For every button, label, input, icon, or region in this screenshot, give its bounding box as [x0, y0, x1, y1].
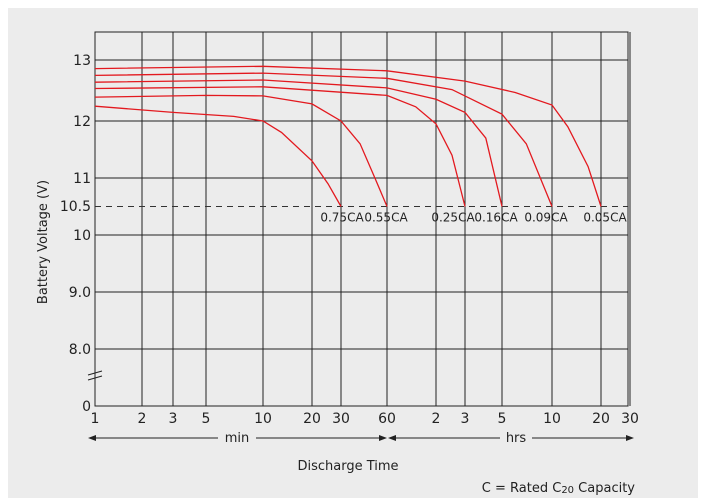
unit-arrows: min hrs — [88, 431, 634, 446]
x-tick-label: 3 — [169, 411, 178, 427]
x-tick-label: 3 — [461, 411, 470, 427]
x-tick-labels: 1 2 3 5 10 20 30 60 2 3 5 10 20 30 — [91, 411, 639, 427]
y-tick-label: 9.0 — [69, 285, 91, 301]
x-tick-label: 10 — [254, 411, 272, 427]
y-tick-labels: 13 12 11 10.5 10 9.0 8.0 0 — [60, 53, 91, 415]
hrs-unit-label: hrs — [506, 431, 527, 446]
arrowhead-right — [626, 435, 634, 441]
curve-label: 0.09CA — [524, 211, 568, 225]
plot-frame — [94, 31, 629, 407]
y-tick-label: 11 — [73, 171, 91, 187]
curve-label: 0.16CA — [474, 211, 518, 225]
x-axis-label: Discharge Time — [297, 459, 398, 474]
grid — [87, 31, 631, 407]
curve-label: 0.75CA — [320, 211, 364, 225]
x-tick-label: 1 — [91, 411, 100, 427]
chart-panel: 13 12 11 10.5 10 9.0 8.0 0 1 2 3 5 10 20 30 60 2 3 5 10 20 3… — [8, 8, 698, 498]
x-tick-label: 5 — [202, 411, 211, 427]
arrowhead-mid-right — [379, 435, 387, 441]
x-tick-label: 10 — [543, 411, 561, 427]
curve-label: 0.55CA — [364, 211, 408, 225]
x-tick-label: 20 — [592, 411, 610, 427]
x-tick-label: 20 — [303, 411, 321, 427]
x-tick-label: 30 — [621, 411, 639, 427]
x-tick-label: 30 — [332, 411, 350, 427]
curve-0.16CA — [94, 79, 503, 207]
y-axis-label: Battery Voltage (V) — [36, 180, 51, 304]
y-tick-label: 12 — [73, 114, 91, 130]
y-tick-label: 8.0 — [69, 342, 91, 358]
curves — [94, 65, 602, 207]
x-tick-label: 60 — [378, 411, 396, 427]
curve-label: 0.05CA — [583, 211, 627, 225]
arrowhead-left — [88, 435, 96, 441]
min-unit-label: min — [225, 431, 250, 446]
y-tick-label: 10.5 — [60, 199, 91, 215]
x-tick-label: 2 — [138, 411, 147, 427]
curve-0.55CA — [94, 94, 388, 207]
y-tick-label: 13 — [73, 53, 91, 69]
curve-0.25CA — [94, 86, 466, 207]
curve-0.09CA — [94, 72, 553, 207]
curve-0.05CA — [94, 65, 602, 207]
curve-labels: 0.75CA 0.55CA 0.25CA 0.16CA 0.09CA 0.05CA — [320, 211, 627, 225]
capacity-note: C = Rated C20 Capacity — [482, 481, 636, 496]
axis-break-mark — [87, 370, 103, 381]
y-tick-label: 0 — [82, 399, 91, 415]
curve-label: 0.25CA — [431, 211, 475, 225]
x-tick-label: 5 — [498, 411, 507, 427]
curve-0.75CA — [94, 105, 342, 207]
x-tick-label: 2 — [432, 411, 441, 427]
y-tick-label: 10 — [73, 228, 91, 244]
